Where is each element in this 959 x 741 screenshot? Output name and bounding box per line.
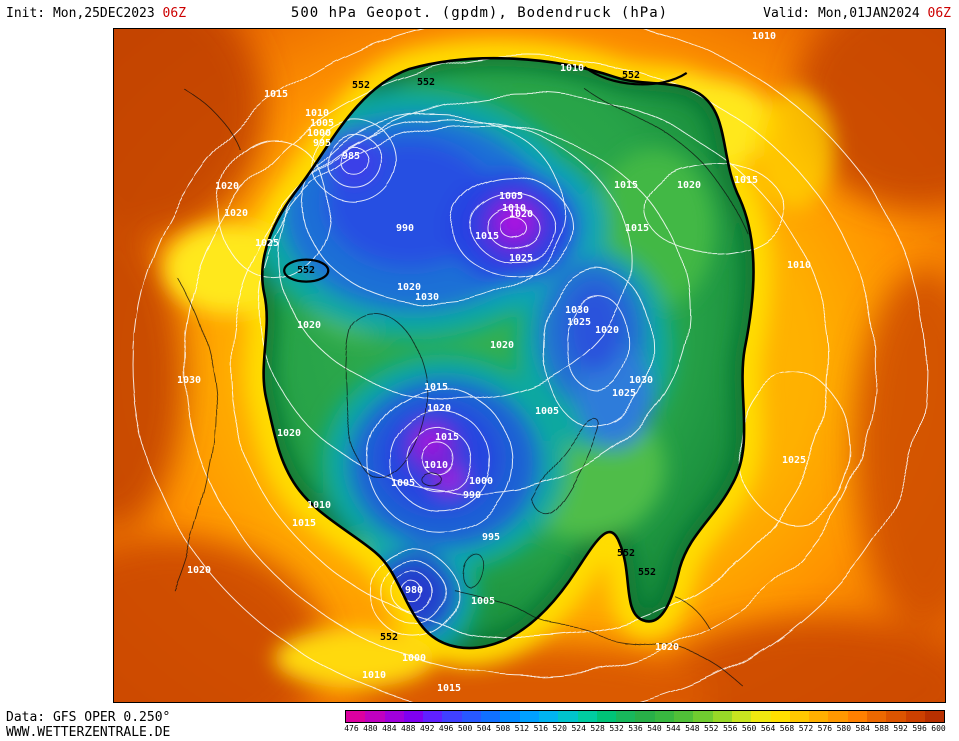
height-field-troughs [262,58,753,649]
colorbar-segment [751,711,771,722]
colorbar-segment [924,711,945,722]
colorbar-tick: 520 [552,724,567,733]
colorbar-tick: 508 [495,724,511,733]
colorbar-segment [674,711,694,722]
weather-map-svg [114,29,945,702]
colorbar-segment [442,711,462,722]
colorbar-tick: 544 [666,724,681,733]
isobar-lines [133,29,926,702]
colorbar-tick: 564 [760,724,776,733]
init-time: Init: Mon,25DEC2023 06Z [6,6,186,21]
colorbar: 476 480 484 488 492 496 500 504 508 512 516 520 524 5… [342,710,948,733]
colorbar-segment [886,711,906,722]
colorbar-tick: 560 [741,724,757,733]
colorbar-tick: 528 [590,724,605,733]
colorbar-segment [596,711,617,722]
colorbar-tick: 480 [363,724,378,733]
colorbar-segment [635,711,655,722]
colorbar-tick: 484 [382,724,397,733]
colorbar-segment [577,711,597,722]
colorbar-tick: 488 [401,724,416,733]
colorbar-segment [828,711,848,722]
colorbar-segment [461,711,482,722]
init-label: Init: [6,6,46,21]
colorbar-segment [809,711,829,722]
colorbar-tick: 540 [647,724,662,733]
init-date: Mon,25DEC2023 [52,6,155,21]
colorbar-segments [345,710,945,723]
colorbar-tick: 476 [344,724,359,733]
header-bar: Init: Mon,25DEC2023 06Z 500 hPa Geopot. … [0,0,959,27]
colorbar-tick: 556 [722,724,738,733]
colorbar-segment [500,711,520,722]
contour-552-line [260,56,755,650]
colorbar-segment [770,711,790,722]
colorbar-segment [712,711,732,722]
colorbar-segment [423,711,443,722]
colorbar-segment [731,711,752,722]
colorbar-segment [867,711,887,722]
colorbar-tick: 536 [628,724,643,733]
valid-hour: 06Z [927,6,951,21]
colorbar-tick: 552 [704,724,719,733]
colorbar-tick: 548 [685,724,700,733]
colorbar-segment [384,711,404,722]
colorbar-segment [538,711,559,722]
colorbar-segment [481,711,501,722]
website-credit: WWW.WETTERZENTRALE.DE [6,725,171,740]
colorbar-segment [346,711,366,722]
colorbar-tick: 588 [874,724,889,733]
valid-label: Valid: [763,6,811,21]
colorbar-segment [519,711,539,722]
colorbar-tick: 532 [609,724,624,733]
colorbar-tick: 600 [931,724,946,733]
colorbar-segment [365,711,385,722]
map-title: 500 hPa Geopot. (gpdm), Bodendruck (hPa) [290,5,669,21]
colorbar-segment [789,711,810,722]
height-field-ridges [114,29,945,702]
colorbar-ticks: 476 480 484 488 492 496 500 504 508 512 516 520 524 5… [342,724,948,733]
valid-time: Valid: Mon,01JAN2024 06Z [763,6,951,21]
colorbar-tick: 576 [817,724,833,733]
colorbar-tick: 568 [779,724,795,733]
colorbar-segment [616,711,636,722]
colorbar-tick: 584 [855,724,870,733]
colorbar-tick: 496 [438,724,454,733]
coastlines [173,86,746,685]
colorbar-segment [654,711,675,722]
colorbar-tick: 504 [476,724,492,733]
colorbar-tick: 492 [419,724,435,733]
colorbar-tick: 512 [514,724,530,733]
colorbar-tick: 500 [457,724,473,733]
colorbar-tick: 596 [912,724,927,733]
colorbar-tick: 572 [798,724,814,733]
colorbar-segment [403,711,424,722]
colorbar-tick: 592 [893,724,908,733]
data-source: Data: GFS OPER 0.250° [6,710,171,725]
colorbar-tick: 516 [533,724,549,733]
colorbar-segment [558,711,578,722]
colorbar-tick: 524 [571,724,586,733]
colorbar-segment [693,711,713,722]
colorbar-tick: 580 [836,724,852,733]
valid-date: Mon,01JAN2024 [817,6,920,21]
colorbar-segment [905,711,925,722]
weather-map: 1010 1010 1015 1010 1005 1000 995 985 1020 1020 10… [113,28,946,703]
colorbar-segment [847,711,868,722]
init-hour: 06Z [162,6,187,21]
